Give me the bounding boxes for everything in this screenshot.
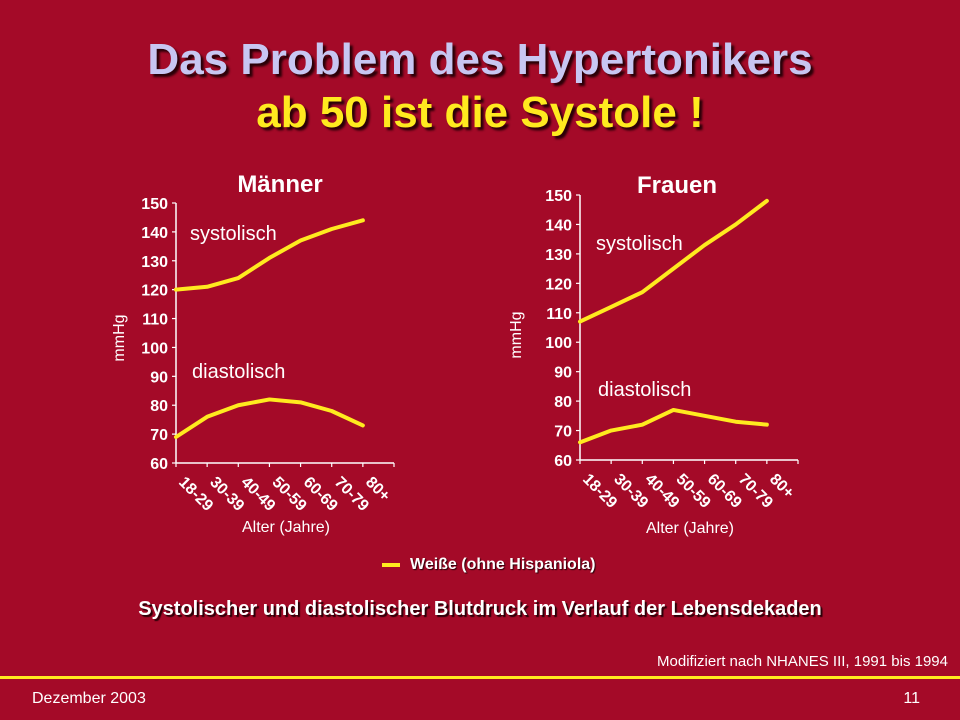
y-tick-label: 110 [142,312,168,329]
chart-caption: Systolischer und diastolischer Blutdruck… [138,598,822,620]
y-tick-label: 70 [554,424,572,441]
y-tick-label: 130 [545,247,572,264]
legend-label: Weiße (ohne Hispaniola) [410,556,596,573]
series-label-systolisch: systolisch [190,223,277,245]
series-label-diastolisch: diastolisch [192,361,285,383]
y-tick-label: 90 [554,365,572,382]
y-tick-label: 80 [554,394,572,411]
page-number: 11 [903,690,920,707]
series-label-diastolisch: diastolisch [598,379,691,401]
series-line-diastolisch [578,407,769,445]
y-tick-label: 60 [150,456,168,473]
x-tick-label: 18-29 [579,471,620,512]
x-axis-label: Alter (Jahre) [646,520,734,537]
y-tick-label: 130 [141,254,168,271]
x-tick-label: 70-79 [735,471,776,512]
series-line-systolisch [578,198,769,324]
chart-title: Frauen [637,172,717,199]
legend-swatch [382,563,400,567]
y-tick-label: 60 [554,453,572,470]
slide-subtitle: ab 50 ist die Systole ! [256,88,704,137]
y-tick-label: 90 [150,369,168,386]
x-tick-label: 40-49 [641,471,682,512]
y-tick-label: 150 [141,196,168,213]
y-axis-label: mmHg [111,314,128,361]
y-tick-label: 100 [141,340,168,357]
x-axis-label: Alter (Jahre) [242,519,330,536]
y-tick-label: 100 [545,335,572,352]
slide-title: Das Problem des Hypertonikers [147,35,813,84]
source-note: Modifiziert nach NHANES III, 1991 bis 19… [657,653,948,670]
y-tick-label: 80 [150,398,168,415]
y-tick-label: 120 [545,276,572,293]
footer-date: Dezember 2003 [32,690,146,707]
y-tick-label: 110 [546,306,572,323]
chart-title: Männer [237,171,322,198]
y-axis-label: mmHg [508,311,525,358]
y-tick-label: 120 [141,283,168,300]
series-label-systolisch: systolisch [596,233,683,255]
x-tick-label: 30-39 [610,471,651,512]
legend: Weiße (ohne Hispaniola) [382,556,596,574]
x-tick-label: 50-59 [673,471,714,512]
y-tick-label: 150 [545,188,572,205]
y-tick-label: 140 [141,225,168,242]
x-tick-label: 60-69 [704,471,745,512]
y-tick-label: 140 [545,217,572,234]
footer-divider [0,676,960,679]
y-tick-label: 70 [150,427,168,444]
